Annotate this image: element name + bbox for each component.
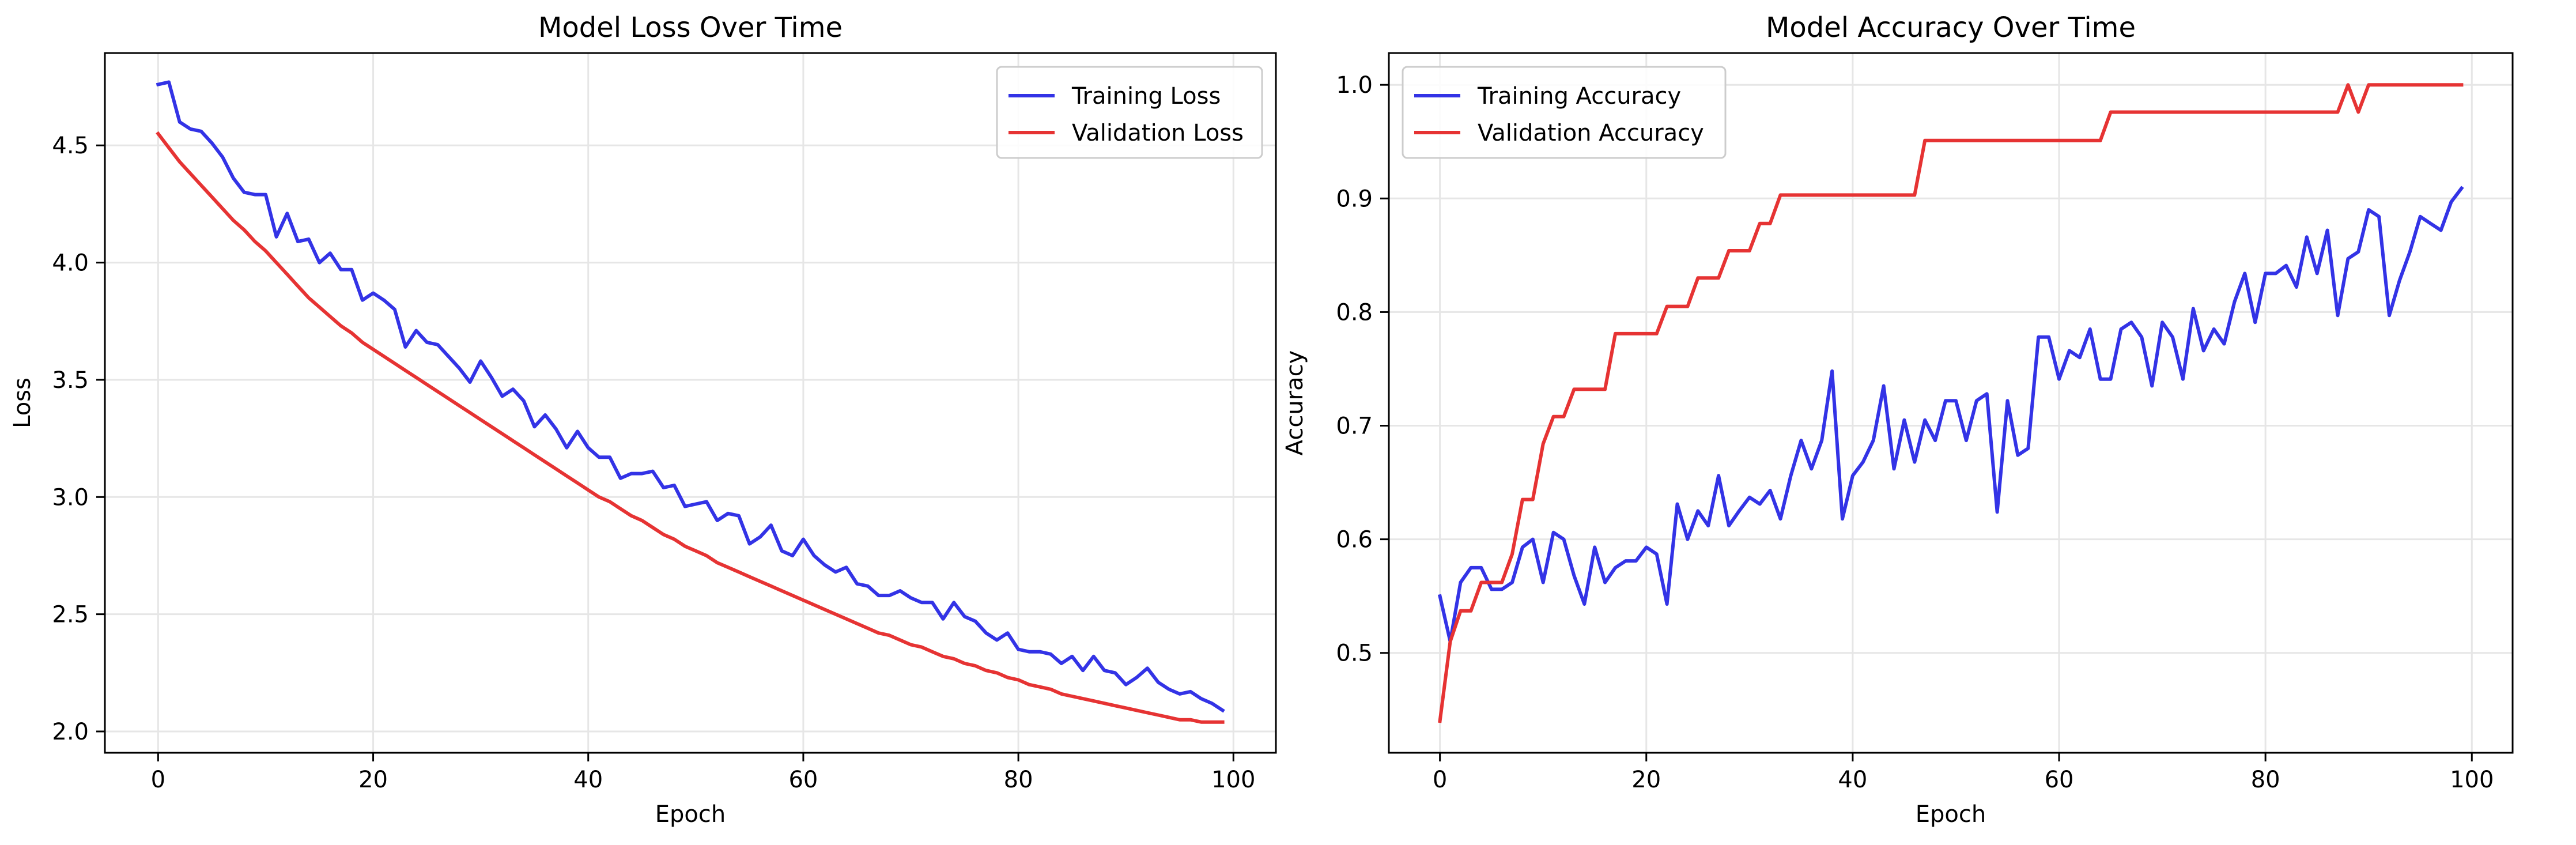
y-tick-label: 0.6 bbox=[1336, 527, 1373, 553]
legend-box bbox=[996, 66, 1263, 159]
x-tick-label: 80 bbox=[2251, 767, 2280, 793]
y-tick-label: 4.0 bbox=[52, 250, 89, 277]
x-axis-label: Epoch bbox=[1916, 801, 1986, 828]
legend-label: Validation Accuracy bbox=[1478, 120, 1704, 146]
y-axis-label: Loss bbox=[9, 378, 36, 428]
chart-title: Model Loss Over Time bbox=[538, 12, 843, 44]
x-tick-label: 20 bbox=[358, 767, 388, 793]
x-tick-label: 100 bbox=[2450, 767, 2494, 793]
y-tick-label: 3.5 bbox=[52, 367, 89, 394]
y-tick-label: 3.0 bbox=[52, 484, 89, 511]
x-tick-label: 80 bbox=[1004, 767, 1033, 793]
series-line-training-loss bbox=[156, 80, 1225, 713]
y-tick-label: 2.5 bbox=[52, 602, 89, 628]
chart-title: Model Accuracy Over Time bbox=[1766, 12, 2136, 44]
y-tick-label: 0.9 bbox=[1336, 186, 1373, 212]
y-tick-label: 0.5 bbox=[1336, 640, 1373, 667]
y-tick-label: 4.5 bbox=[52, 133, 89, 159]
legend-label: Training Loss bbox=[1071, 83, 1221, 110]
legend: Training Loss Validation Loss bbox=[996, 66, 1263, 159]
x-tick-label: 60 bbox=[2045, 767, 2074, 793]
series-line-validation-loss bbox=[156, 131, 1225, 724]
y-axis-label: Accuracy bbox=[1282, 350, 1308, 456]
y-tick-label: 0.8 bbox=[1336, 299, 1373, 326]
y-tick-label: 2.0 bbox=[52, 719, 89, 745]
x-tick-label: 40 bbox=[1838, 767, 1867, 793]
legend-label: Validation Loss bbox=[1072, 120, 1244, 146]
x-tick-label: 20 bbox=[1631, 767, 1661, 793]
x-tick-label: 100 bbox=[1211, 767, 1255, 793]
y-tick-label: 1.0 bbox=[1336, 72, 1373, 99]
x-axis-label: Epoch bbox=[655, 801, 726, 828]
series-line-validation-accuracy bbox=[1438, 83, 2464, 723]
legend-label: Training Accuracy bbox=[1477, 83, 1681, 110]
x-tick-label: 40 bbox=[573, 767, 603, 793]
legend-box bbox=[1402, 66, 1727, 159]
plot-frame bbox=[1388, 52, 2514, 754]
accuracy-chart: 0 20 40 60 80 100 0.5 0.6 0.7 0.8 0.9 1.0 Model Accu… bbox=[1282, 12, 2514, 828]
legend: Training Accuracy Validation Accuracy bbox=[1402, 66, 1727, 159]
x-tick-label: 60 bbox=[788, 767, 818, 793]
plot-frame bbox=[104, 52, 1277, 754]
x-tick-label: 0 bbox=[1433, 767, 1447, 793]
y-tick-label: 0.7 bbox=[1336, 413, 1373, 440]
x-tick-label: 0 bbox=[151, 767, 165, 793]
series-line-training-accuracy bbox=[1438, 186, 2464, 643]
loss-chart: 0 20 40 60 80 100 2.0 2.5 3.0 3.5 4.0 4.5 Model Loss… bbox=[9, 12, 1277, 828]
